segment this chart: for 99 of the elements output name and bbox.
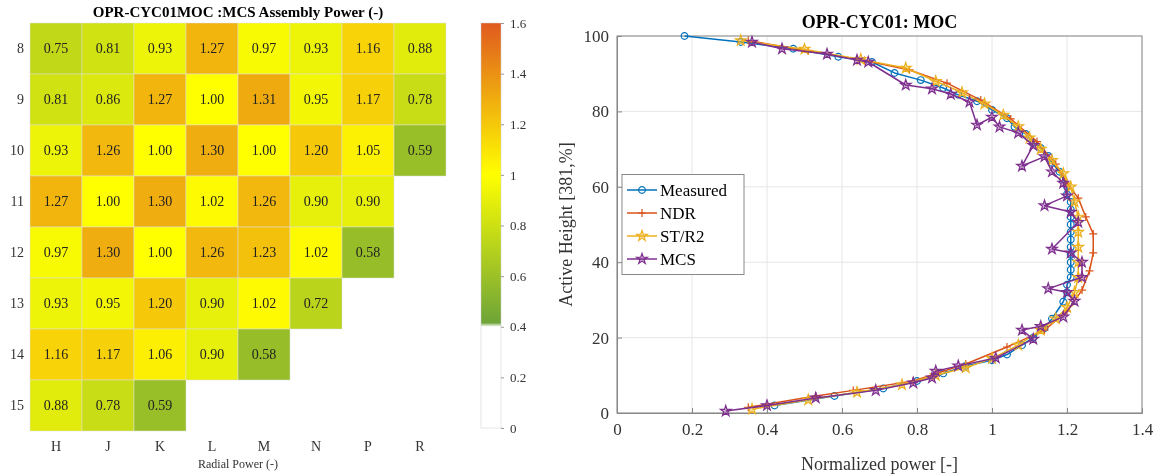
data-label: 1.26 — [95, 143, 121, 158]
data-label: 1.17 — [355, 92, 381, 107]
x-axis-title: Normalized power [-] — [801, 454, 958, 474]
data-label: 0.93 — [43, 143, 69, 158]
data-label: 1.26 — [199, 245, 225, 260]
data-label: 1.02 — [303, 245, 329, 260]
x-tick-label: M — [257, 438, 271, 454]
data-label: 0.93 — [147, 41, 173, 56]
color-bar-label: 0.6 — [510, 268, 527, 284]
color-bar-label: 1.4 — [510, 66, 527, 82]
y-tick-label: 8 — [17, 40, 24, 56]
y-tick-label: 10 — [10, 142, 24, 158]
x-tick-label: N — [310, 438, 322, 454]
x-tick-label: P — [364, 438, 373, 454]
data-label: 1.30 — [147, 194, 173, 209]
data-label: 1.30 — [95, 245, 121, 260]
data-label: 0.59 — [147, 398, 173, 413]
data-label: 0.95 — [303, 92, 329, 107]
legend-label: NDR — [660, 203, 697, 223]
data-label: 1.16 — [355, 41, 381, 56]
data-label: 0.58 — [251, 347, 277, 362]
data-label: 0.90 — [199, 347, 225, 362]
data-label: 0.86 — [95, 92, 121, 107]
data-label: 0.97 — [251, 41, 277, 56]
data-label: 1.27 — [147, 92, 173, 107]
color-bar-label: 0.8 — [510, 218, 527, 234]
x-axis-title: Radial Power (-) — [198, 457, 278, 471]
data-label: 1.23 — [251, 245, 277, 260]
y-axis-title: Active Height [381,%] — [556, 142, 576, 307]
data-label: 1.02 — [199, 194, 225, 209]
x-tick-label: 0.8 — [906, 420, 929, 440]
data-label: 1.20 — [147, 296, 173, 311]
y-tick-label: 100 — [583, 26, 609, 46]
data-label: 1.26 — [251, 194, 277, 209]
y-tick-label: 13 — [10, 295, 24, 311]
data-label: 1.31 — [251, 92, 277, 107]
data-label: 0.90 — [303, 194, 329, 209]
color-bar-label: 1.2 — [510, 116, 527, 132]
data-label: 0.81 — [95, 41, 121, 56]
y-tick-label: 14 — [10, 346, 24, 362]
data-label: 1.30 — [199, 143, 225, 158]
x-tick-label: K — [154, 438, 166, 454]
data-label: 1.16 — [43, 347, 69, 362]
data-label: 0.72 — [303, 296, 329, 311]
data-label: 0.90 — [355, 194, 381, 209]
data-label: 0.78 — [95, 398, 121, 413]
y-tick-label: 0 — [600, 403, 609, 423]
color-bar-label: 0.2 — [510, 370, 527, 386]
x-tick-label: 1.4 — [1131, 420, 1154, 440]
data-label: 0.59 — [407, 143, 433, 158]
x-tick-label: R — [415, 438, 426, 454]
data-label: 1.00 — [147, 143, 173, 158]
chart-title: OPR-CYC01MOC :MCS Assembly Power (-) — [92, 4, 384, 21]
legend-label: MCS — [660, 249, 696, 269]
data-label: 0.93 — [303, 41, 329, 56]
y-tick-label: 9 — [17, 91, 24, 107]
data-label: 0.78 — [407, 92, 433, 107]
y-tick-label: 12 — [10, 244, 24, 260]
x-tick-label: 1.2 — [1056, 420, 1079, 440]
data-label: 1.00 — [147, 245, 173, 260]
color-bar-label: 1.6 — [510, 15, 527, 31]
data-label: 0.81 — [43, 92, 69, 107]
data-label: 0.90 — [199, 296, 225, 311]
data-label: 1.06 — [147, 347, 173, 362]
data-label: 1.27 — [43, 194, 69, 209]
data-label: 1.00 — [199, 92, 225, 107]
x-tick-label: J — [105, 438, 112, 454]
color-bar-label: 1 — [510, 167, 517, 183]
color-bar-label: 0.4 — [510, 319, 527, 335]
data-label: 1.05 — [355, 143, 381, 158]
x-tick-label: H — [50, 438, 62, 454]
y-tick-label: 15 — [10, 397, 24, 413]
x-tick-label: 0 — [613, 420, 622, 440]
data-label: 1.00 — [95, 194, 121, 209]
data-label: 1.20 — [303, 143, 329, 158]
y-tick-label: 60 — [592, 177, 609, 197]
data-label: 1.17 — [95, 347, 121, 362]
x-tick-label: 0.2 — [681, 420, 704, 440]
data-label: 0.93 — [43, 296, 69, 311]
data-label: 0.75 — [43, 41, 69, 56]
legend-label: ST/R2 — [660, 226, 705, 246]
data-label: 1.00 — [251, 143, 277, 158]
data-label: 1.02 — [251, 296, 277, 311]
data-label: 1.27 — [199, 41, 225, 56]
y-tick-label: 11 — [10, 193, 24, 209]
y-tick-label: 80 — [592, 102, 609, 122]
x-tick-label: 0.6 — [831, 420, 854, 440]
x-tick-label: 0.4 — [756, 420, 779, 440]
data-label: 0.58 — [355, 245, 381, 260]
y-tick-label: 40 — [592, 253, 609, 273]
y-tick-label: 20 — [592, 328, 609, 348]
data-label: 0.88 — [407, 41, 433, 56]
x-tick-label: 1 — [988, 420, 997, 440]
legend-label: Measured — [660, 180, 728, 200]
data-label: 0.95 — [95, 296, 121, 311]
x-tick-label: L — [207, 438, 217, 454]
chart-title: OPR-CYC01: MOC — [801, 12, 958, 32]
data-label: 0.97 — [43, 245, 69, 260]
data-label: 0.88 — [43, 398, 69, 413]
